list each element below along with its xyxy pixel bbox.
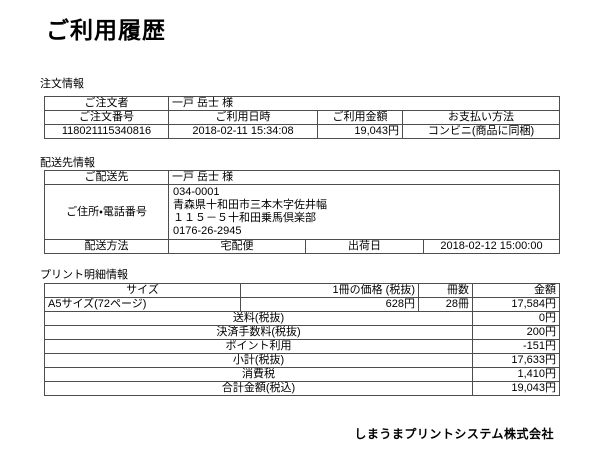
print-section-heading: プリント明細情報 — [40, 269, 128, 281]
shipping-row: 配送方法 宅配便 出荷日 2018-02-12 15:00:00 — [44, 239, 561, 254]
summary-amount: 1,410円 — [472, 367, 560, 382]
delivery-section-heading: 配送先情報 — [40, 157, 95, 169]
summary-row-payment-fee: 決済手数料(税抜) 200円 — [44, 325, 560, 340]
address-line-1: 青森県十和田市三本木字佐井幅 — [173, 199, 327, 211]
order-section-heading: 注文情報 — [40, 78, 84, 90]
print-header-row: サイズ 1冊の価格 (税抜) 冊数 金額 — [44, 283, 560, 298]
address-line-2: １１５－５十和田乗馬倶楽部 — [173, 212, 316, 224]
order-number-header: ご注文番号 — [44, 110, 169, 125]
summary-label: 送料(税抜) — [44, 311, 473, 326]
summary-row-shipping: 送料(税抜) 0円 — [44, 311, 560, 326]
summary-label: 小計(税抜) — [44, 353, 473, 368]
summary-amount: 17,633円 — [472, 353, 560, 368]
unit-price-header: 1冊の価格 (税抜) — [240, 283, 419, 298]
payment-method-value: コンビニ(商品に同梱) — [401, 124, 561, 139]
summary-amount: 0円 — [472, 311, 560, 326]
address-value: 034-0001 青森県十和田市三本木字佐井幅 １１５－５十和田乗馬倶楽部 01… — [167, 184, 561, 240]
order-number-value: 118021115340816 — [44, 124, 169, 139]
orderer-row: ご注文者 一戸 岳士 様 — [44, 96, 561, 111]
amount-header: 金額 — [472, 283, 560, 298]
summary-amount: 19,043円 — [472, 381, 560, 396]
summary-row-points: ポイント利用 -151円 — [44, 339, 560, 354]
summary-row-tax: 消費税 1,410円 — [44, 367, 560, 382]
delivery-info-table: ご配送先 一戸 岳士 様 ご住所・電話番号 034-0001 青森県十和田市三本… — [44, 170, 561, 254]
summary-label: 決済手数料(税抜) — [44, 325, 473, 340]
postal-code: 034-0001 — [173, 186, 220, 198]
summary-row-total: 合計金額(税込) 19,043円 — [44, 381, 560, 396]
page-title: ご利用履歴 — [46, 17, 166, 43]
summary-amount: -151円 — [472, 339, 560, 354]
summary-label: ポイント利用 — [44, 339, 473, 354]
usage-amount-value: 19,043円 — [317, 124, 403, 139]
recipient-value: 一戸 岳士 様 — [167, 170, 561, 185]
delivery-method-label: 配送方法 — [44, 239, 169, 254]
summary-row-subtotal: 小計(税抜) 17,633円 — [44, 353, 560, 368]
usage-date-value: 2018-02-11 15:34:08 — [168, 124, 318, 139]
ship-date-label: 出荷日 — [305, 239, 424, 254]
print-item-row: A5サイズ(72ページ) 628円 28冊 17,584円 — [44, 297, 560, 312]
summary-amount: 200円 — [472, 325, 560, 340]
order-info-table: ご注文者 一戸 岳士 様 ご注文番号 ご利用日時 ご利用金額 お支払い方法 11… — [44, 96, 561, 139]
payment-method-header: お支払い方法 — [401, 110, 561, 125]
recipient-label: ご配送先 — [44, 170, 169, 185]
print-detail-table: サイズ 1冊の価格 (税抜) 冊数 金額 A5サイズ(72ページ) 628円 2… — [44, 283, 560, 396]
copies-header: 冊数 — [418, 283, 473, 298]
summary-label: 消費税 — [44, 367, 473, 382]
address-label: ご住所・電話番号 — [44, 184, 169, 240]
order-header-row: ご注文番号 ご利用日時 ご利用金額 お支払い方法 — [44, 110, 561, 125]
order-value-row: 118021115340816 2018-02-11 15:34:08 19,0… — [44, 124, 561, 139]
usage-amount-header: ご利用金額 — [317, 110, 403, 125]
item-copies: 28冊 — [418, 297, 473, 312]
usage-date-header: ご利用日時 — [168, 110, 318, 125]
item-unit-price: 628円 — [240, 297, 419, 312]
recipient-row: ご配送先 一戸 岳士 様 — [44, 170, 561, 185]
address-row: ご住所・電話番号 034-0001 青森県十和田市三本木字佐井幅 １１５－５十和… — [44, 184, 561, 240]
item-size: A5サイズ(72ページ) — [44, 297, 241, 312]
size-header: サイズ — [44, 283, 241, 298]
orderer-label: ご注文者 — [44, 96, 169, 111]
ship-date-value: 2018-02-12 15:00:00 — [422, 239, 561, 254]
phone-number: 0176-26-2945 — [173, 225, 242, 237]
delivery-method-value: 宅配便 — [168, 239, 306, 254]
company-name: しまうまプリントシステム株式会社 — [354, 427, 554, 441]
item-amount: 17,584円 — [472, 297, 560, 312]
summary-label: 合計金額(税込) — [44, 381, 473, 396]
orderer-value: 一戸 岳士 様 — [167, 96, 561, 111]
